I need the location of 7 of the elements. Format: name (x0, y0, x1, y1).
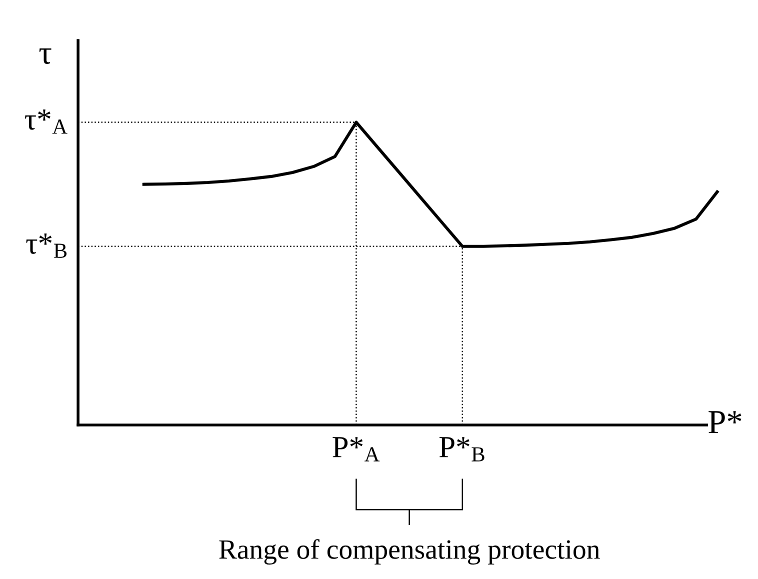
ref-line-label: τ*$_{B}$ (26, 234, 67, 258)
ref-line-label: τ*$_{A}$ (24, 109, 68, 134)
x-tick-label: P*$_{B}$ (439, 437, 484, 462)
x-axis-title: P* (708, 411, 742, 433)
x-tick-label: P*$_{A}$ (332, 437, 380, 462)
y-axis-title: τ (39, 48, 52, 64)
text: Range of compensating protection (219, 539, 600, 565)
